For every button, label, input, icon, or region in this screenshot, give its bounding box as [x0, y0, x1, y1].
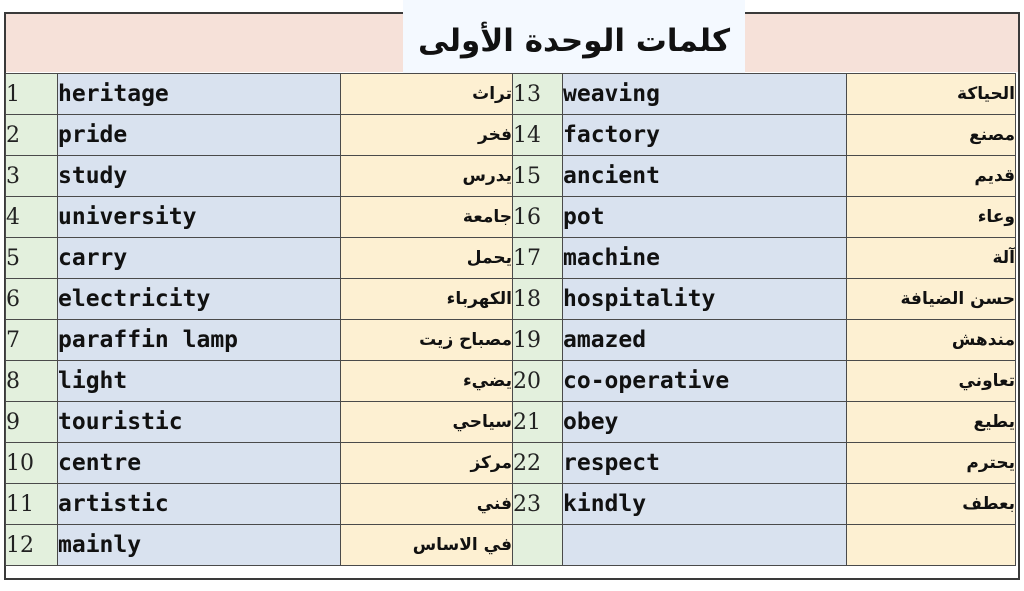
arabic-meaning: سياحي — [340, 401, 513, 443]
word-number: 12 — [5, 524, 58, 566]
table-row: 5 carry يحمل 17 machine آلة — [5, 237, 1016, 279]
english-word: mainly — [57, 524, 341, 566]
arabic-meaning: آلة — [846, 237, 1016, 279]
title-box: كلمات الوحدة الأولى — [403, 0, 745, 82]
arabic-meaning: يضيء — [340, 360, 513, 402]
word-number: 13 — [512, 73, 563, 115]
word-number: 22 — [512, 442, 563, 484]
english-word: electricity — [57, 278, 341, 320]
table-row: 2 pride فخر 14 factory مصنع — [5, 114, 1016, 156]
word-number: 10 — [5, 442, 58, 484]
english-word: obey — [562, 401, 847, 443]
arabic-meaning: وعاء — [846, 196, 1016, 238]
arabic-meaning: يطيع — [846, 401, 1016, 443]
word-number: 17 — [512, 237, 563, 279]
arabic-meaning: مندهش — [846, 319, 1016, 361]
word-number: 18 — [512, 278, 563, 320]
word-number — [512, 524, 563, 566]
word-number: 1 — [5, 73, 58, 115]
arabic-meaning: تراث — [340, 73, 513, 115]
word-number: 5 — [5, 237, 58, 279]
english-word: study — [57, 155, 341, 197]
word-number: 8 — [5, 360, 58, 402]
word-number: 3 — [5, 155, 58, 197]
table-row: 10 centre مركز 22 respect يحترم — [5, 442, 1016, 484]
english-word: hospitality — [562, 278, 847, 320]
arabic-meaning — [846, 524, 1016, 566]
english-word: machine — [562, 237, 847, 279]
english-word: artistic — [57, 483, 341, 525]
word-number: 23 — [512, 483, 563, 525]
word-number: 7 — [5, 319, 58, 361]
word-number: 11 — [5, 483, 58, 525]
table-row: 6 electricity الكهرباء 18 hospitality حسن الض… — [5, 278, 1016, 320]
english-word: pot — [562, 196, 847, 238]
arabic-meaning: يحمل — [340, 237, 513, 279]
english-word: heritage — [57, 73, 341, 115]
arabic-meaning: فخر — [340, 114, 513, 156]
page-title: كلمات الوحدة الأولى — [417, 23, 731, 59]
arabic-meaning: الحياكة — [846, 73, 1016, 115]
english-word: pride — [57, 114, 341, 156]
arabic-meaning: الكهرباء — [340, 278, 513, 320]
table-row: 9 touristic سياحي 21 obey يطيع — [5, 401, 1016, 443]
arabic-meaning: جامعة — [340, 196, 513, 238]
table-row: 4 university جامعة 16 pot وعاء — [5, 196, 1016, 238]
english-word — [562, 524, 847, 566]
arabic-meaning: بعطف — [846, 483, 1016, 525]
word-number: 21 — [512, 401, 563, 443]
english-word: ancient — [562, 155, 847, 197]
table-row: 3 study يدرس 15 ancient قديم — [5, 155, 1016, 197]
word-number: 20 — [512, 360, 563, 402]
arabic-meaning: فني — [340, 483, 513, 525]
english-word: paraffin lamp — [57, 319, 341, 361]
english-word: carry — [57, 237, 341, 279]
english-word: centre — [57, 442, 341, 484]
english-word: co-operative — [562, 360, 847, 402]
arabic-meaning: مصنع — [846, 114, 1016, 156]
english-word: kindly — [562, 483, 847, 525]
english-word: university — [57, 196, 341, 238]
english-word: respect — [562, 442, 847, 484]
word-number: 15 — [512, 155, 563, 197]
word-number: 14 — [512, 114, 563, 156]
arabic-meaning: حسن الضيافة — [846, 278, 1016, 320]
arabic-meaning: مصباح زيت — [340, 319, 513, 361]
arabic-meaning: يحترم — [846, 442, 1016, 484]
english-word: factory — [562, 114, 847, 156]
table-row: 1 heritage تراث 13 weaving الحياكة — [5, 73, 1016, 115]
vocabulary-table: 1 heritage تراث 13 weaving الحياكة 2 pride فخر 14… — [5, 73, 1016, 566]
word-number: 2 — [5, 114, 58, 156]
word-number: 16 — [512, 196, 563, 238]
word-number: 4 — [5, 196, 58, 238]
arabic-meaning: يدرس — [340, 155, 513, 197]
english-word: weaving — [562, 73, 847, 115]
english-word: amazed — [562, 319, 847, 361]
arabic-meaning: قديم — [846, 155, 1016, 197]
word-number: 19 — [512, 319, 563, 361]
english-word: touristic — [57, 401, 341, 443]
word-number: 6 — [5, 278, 58, 320]
table-row: 8 light يضيء 20 co-operative تعاوني — [5, 360, 1016, 402]
table-row: 11 artistic فني 23 kindly بعطف — [5, 483, 1016, 525]
arabic-meaning: في الاساس — [340, 524, 513, 566]
arabic-meaning: تعاوني — [846, 360, 1016, 402]
word-number: 9 — [5, 401, 58, 443]
arabic-meaning: مركز — [340, 442, 513, 484]
table-row: 7 paraffin lamp مصباح زيت 19 amazed مندهش — [5, 319, 1016, 361]
english-word: light — [57, 360, 341, 402]
table-row: 12 mainly في الاساس — [5, 524, 1016, 566]
